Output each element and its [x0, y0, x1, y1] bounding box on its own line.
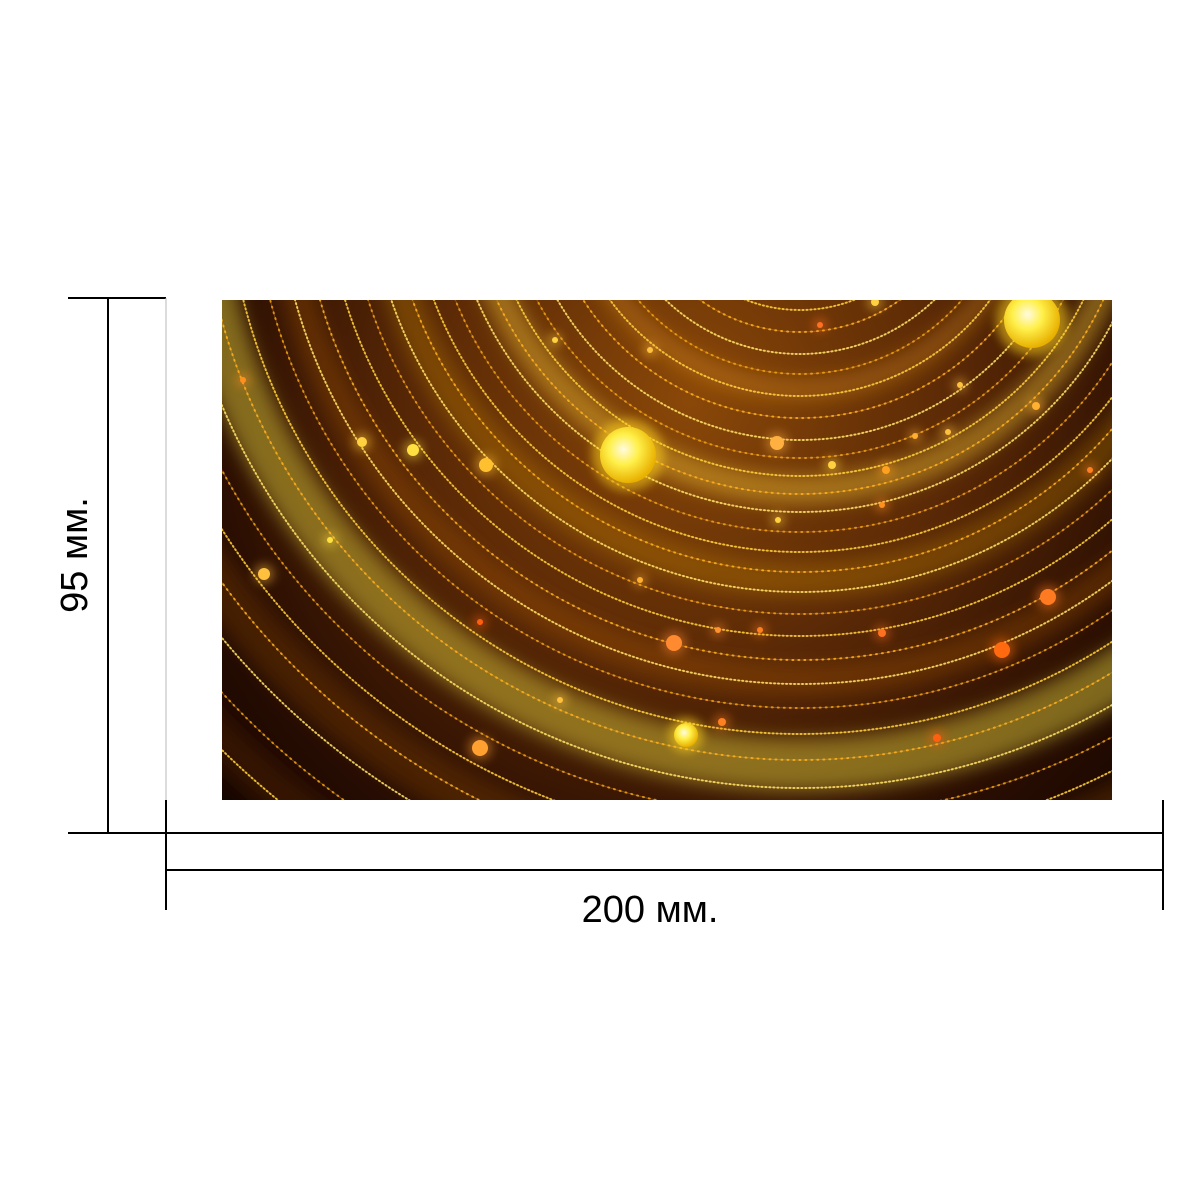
sparkle-arc — [556, 300, 1044, 441]
light-streak-arc — [390, 300, 1112, 593]
sparkle-arc — [242, 300, 1112, 735]
light-streak-arc — [609, 300, 991, 397]
sparkle-arc — [344, 300, 1112, 637]
sparkle-arc — [319, 300, 1112, 661]
sparkle-arc — [698, 300, 902, 333]
orb — [674, 723, 698, 747]
bokeh-dot — [770, 436, 784, 450]
bokeh-dot — [878, 629, 886, 637]
bokeh-dot — [258, 568, 270, 580]
bokeh-dot — [715, 627, 721, 633]
width-dimension: 200 мм. — [68, 800, 1164, 931]
bokeh-dot — [718, 718, 726, 726]
sparkle-arc — [743, 300, 857, 311]
light-streak-arc — [222, 403, 1112, 789]
bokeh-dot — [1087, 467, 1093, 473]
bokeh-dot — [240, 377, 246, 383]
product-photo — [222, 300, 1112, 800]
bokeh-dot — [775, 517, 781, 523]
bokeh-dot — [757, 627, 763, 633]
light-streaks — [222, 300, 1112, 800]
bokeh-dot — [912, 433, 918, 439]
sparkle-arc — [515, 300, 1085, 477]
sparkle-arc — [294, 300, 1112, 685]
bokeh-dot — [957, 382, 963, 388]
sparkle-arc — [432, 300, 1112, 553]
bokeh-dot — [882, 466, 890, 474]
width-dimension-label: 200 мм. — [582, 889, 719, 931]
bokeh-dot — [1040, 589, 1056, 605]
bokeh-dots — [236, 300, 1097, 760]
glow-band-arc — [222, 300, 1112, 791]
height-dimension: 95 мм. — [54, 297, 167, 833]
bokeh-dot — [477, 619, 483, 625]
bokeh-dot — [828, 461, 836, 469]
bokeh-dot — [871, 300, 879, 306]
bokeh-dot — [479, 458, 493, 472]
glow-band-arc — [603, 300, 997, 401]
bokeh-dot — [327, 537, 333, 543]
sparkle-arc — [476, 300, 1112, 513]
height-dimension-label: 95 мм. — [54, 497, 96, 613]
bokeh-dot — [647, 347, 653, 353]
orb — [600, 427, 656, 483]
light-streak-arc — [269, 300, 1112, 709]
bokeh-dot — [637, 577, 643, 583]
bokeh-dot — [945, 429, 951, 435]
large-orbs — [592, 300, 1068, 752]
light-streak-arc — [454, 300, 1112, 533]
glow-band-arc — [283, 300, 1112, 695]
light-streak-arc — [496, 300, 1104, 495]
bokeh-dot — [879, 502, 885, 508]
bokeh-dot — [817, 322, 823, 328]
glow-bands — [222, 300, 1112, 800]
glow-band-arc — [485, 300, 1112, 504]
sparkle-arc — [664, 300, 936, 355]
light-streak-arc — [412, 300, 1112, 573]
sparkle-arc — [367, 300, 1112, 615]
bokeh-dot — [557, 697, 563, 703]
bokeh-dot — [1032, 402, 1040, 410]
bokeh-dot — [357, 437, 367, 447]
bokeh-dot — [552, 337, 558, 343]
bokeh-dot — [994, 642, 1010, 658]
orb — [1004, 300, 1060, 348]
sparkle-arc — [636, 300, 964, 375]
bokeh-dot — [472, 740, 488, 756]
light-streak-arc — [699, 300, 901, 333]
sparkle-arc — [222, 316, 1112, 761]
light-streak-arc — [582, 300, 1018, 419]
glow-band-arc — [386, 300, 1112, 597]
bokeh-dot — [933, 734, 941, 742]
bokeh-dot — [666, 635, 682, 651]
sparkle-arc — [535, 300, 1065, 459]
light-streak-arc — [744, 300, 856, 311]
bokeh-dot — [407, 444, 419, 456]
